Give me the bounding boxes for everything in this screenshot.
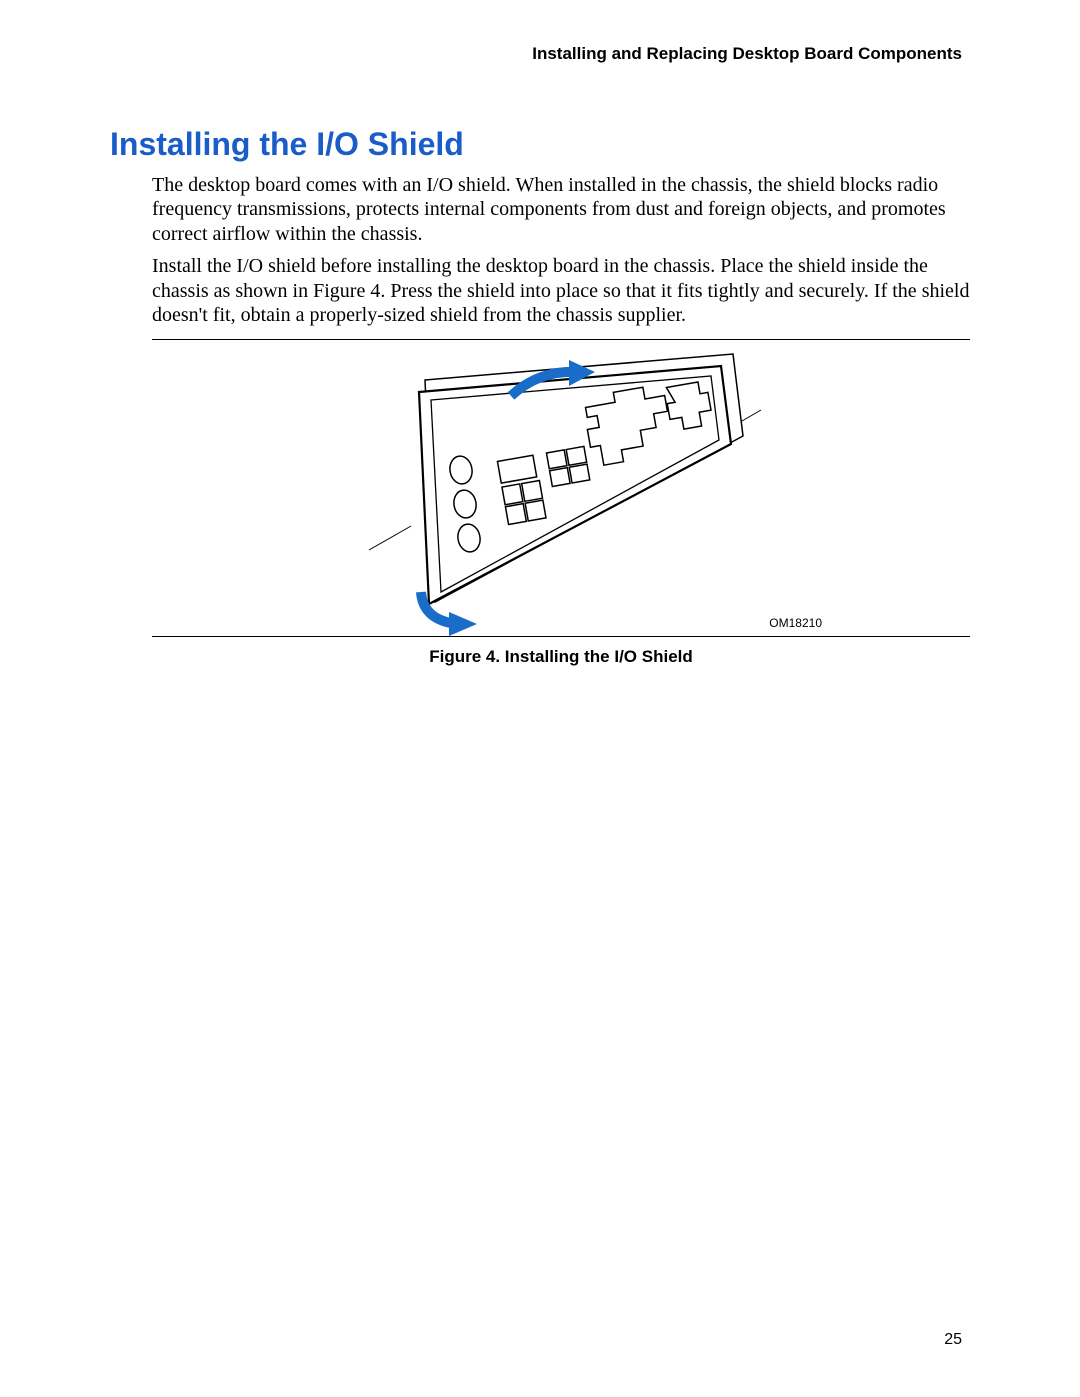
io-shield-diagram	[351, 340, 771, 636]
figure-bottom-rule	[152, 636, 970, 637]
running-header: Installing and Replacing Desktop Board C…	[110, 44, 962, 64]
paragraph-1: The desktop board comes with an I/O shie…	[152, 173, 970, 246]
paragraph-2: Install the I/O shield before installing…	[152, 254, 970, 327]
figure-id-label: OM18210	[769, 616, 822, 630]
document-page: Installing and Replacing Desktop Board C…	[0, 0, 1080, 667]
figure-block: OM18210 Figure 4. Installing the I/O Shi…	[152, 339, 970, 667]
figure-caption: Figure 4. Installing the I/O Shield	[152, 647, 970, 667]
section-title: Installing the I/O Shield	[110, 126, 970, 163]
page-number: 25	[944, 1331, 962, 1349]
figure-area: OM18210	[152, 340, 970, 636]
